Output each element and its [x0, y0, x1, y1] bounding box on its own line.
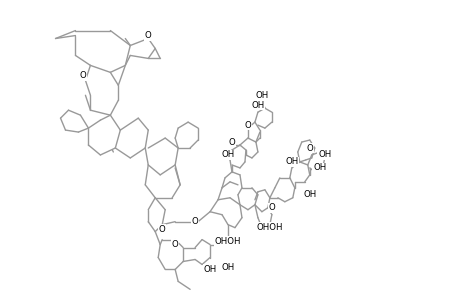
Text: O: O	[191, 217, 198, 226]
Text: OH: OH	[251, 101, 264, 110]
Text: O: O	[145, 31, 151, 40]
Text: OH: OH	[285, 158, 298, 166]
Text: OH: OH	[317, 151, 330, 160]
Text: OH: OH	[302, 190, 316, 199]
Text: OH: OH	[221, 263, 234, 272]
Text: OH: OH	[221, 151, 234, 160]
Text: OH: OH	[313, 164, 325, 172]
Text: O: O	[158, 225, 165, 234]
Text: O: O	[244, 121, 251, 130]
Text: O: O	[79, 71, 86, 80]
Text: O: O	[228, 137, 235, 146]
Text: OHOH: OHOH	[256, 223, 282, 232]
Text: OH: OH	[255, 91, 268, 100]
Text: O: O	[306, 143, 313, 152]
Text: O: O	[268, 203, 274, 212]
Text: OH: OH	[203, 265, 216, 274]
Text: O: O	[171, 240, 178, 249]
Text: OHOH: OHOH	[214, 237, 241, 246]
